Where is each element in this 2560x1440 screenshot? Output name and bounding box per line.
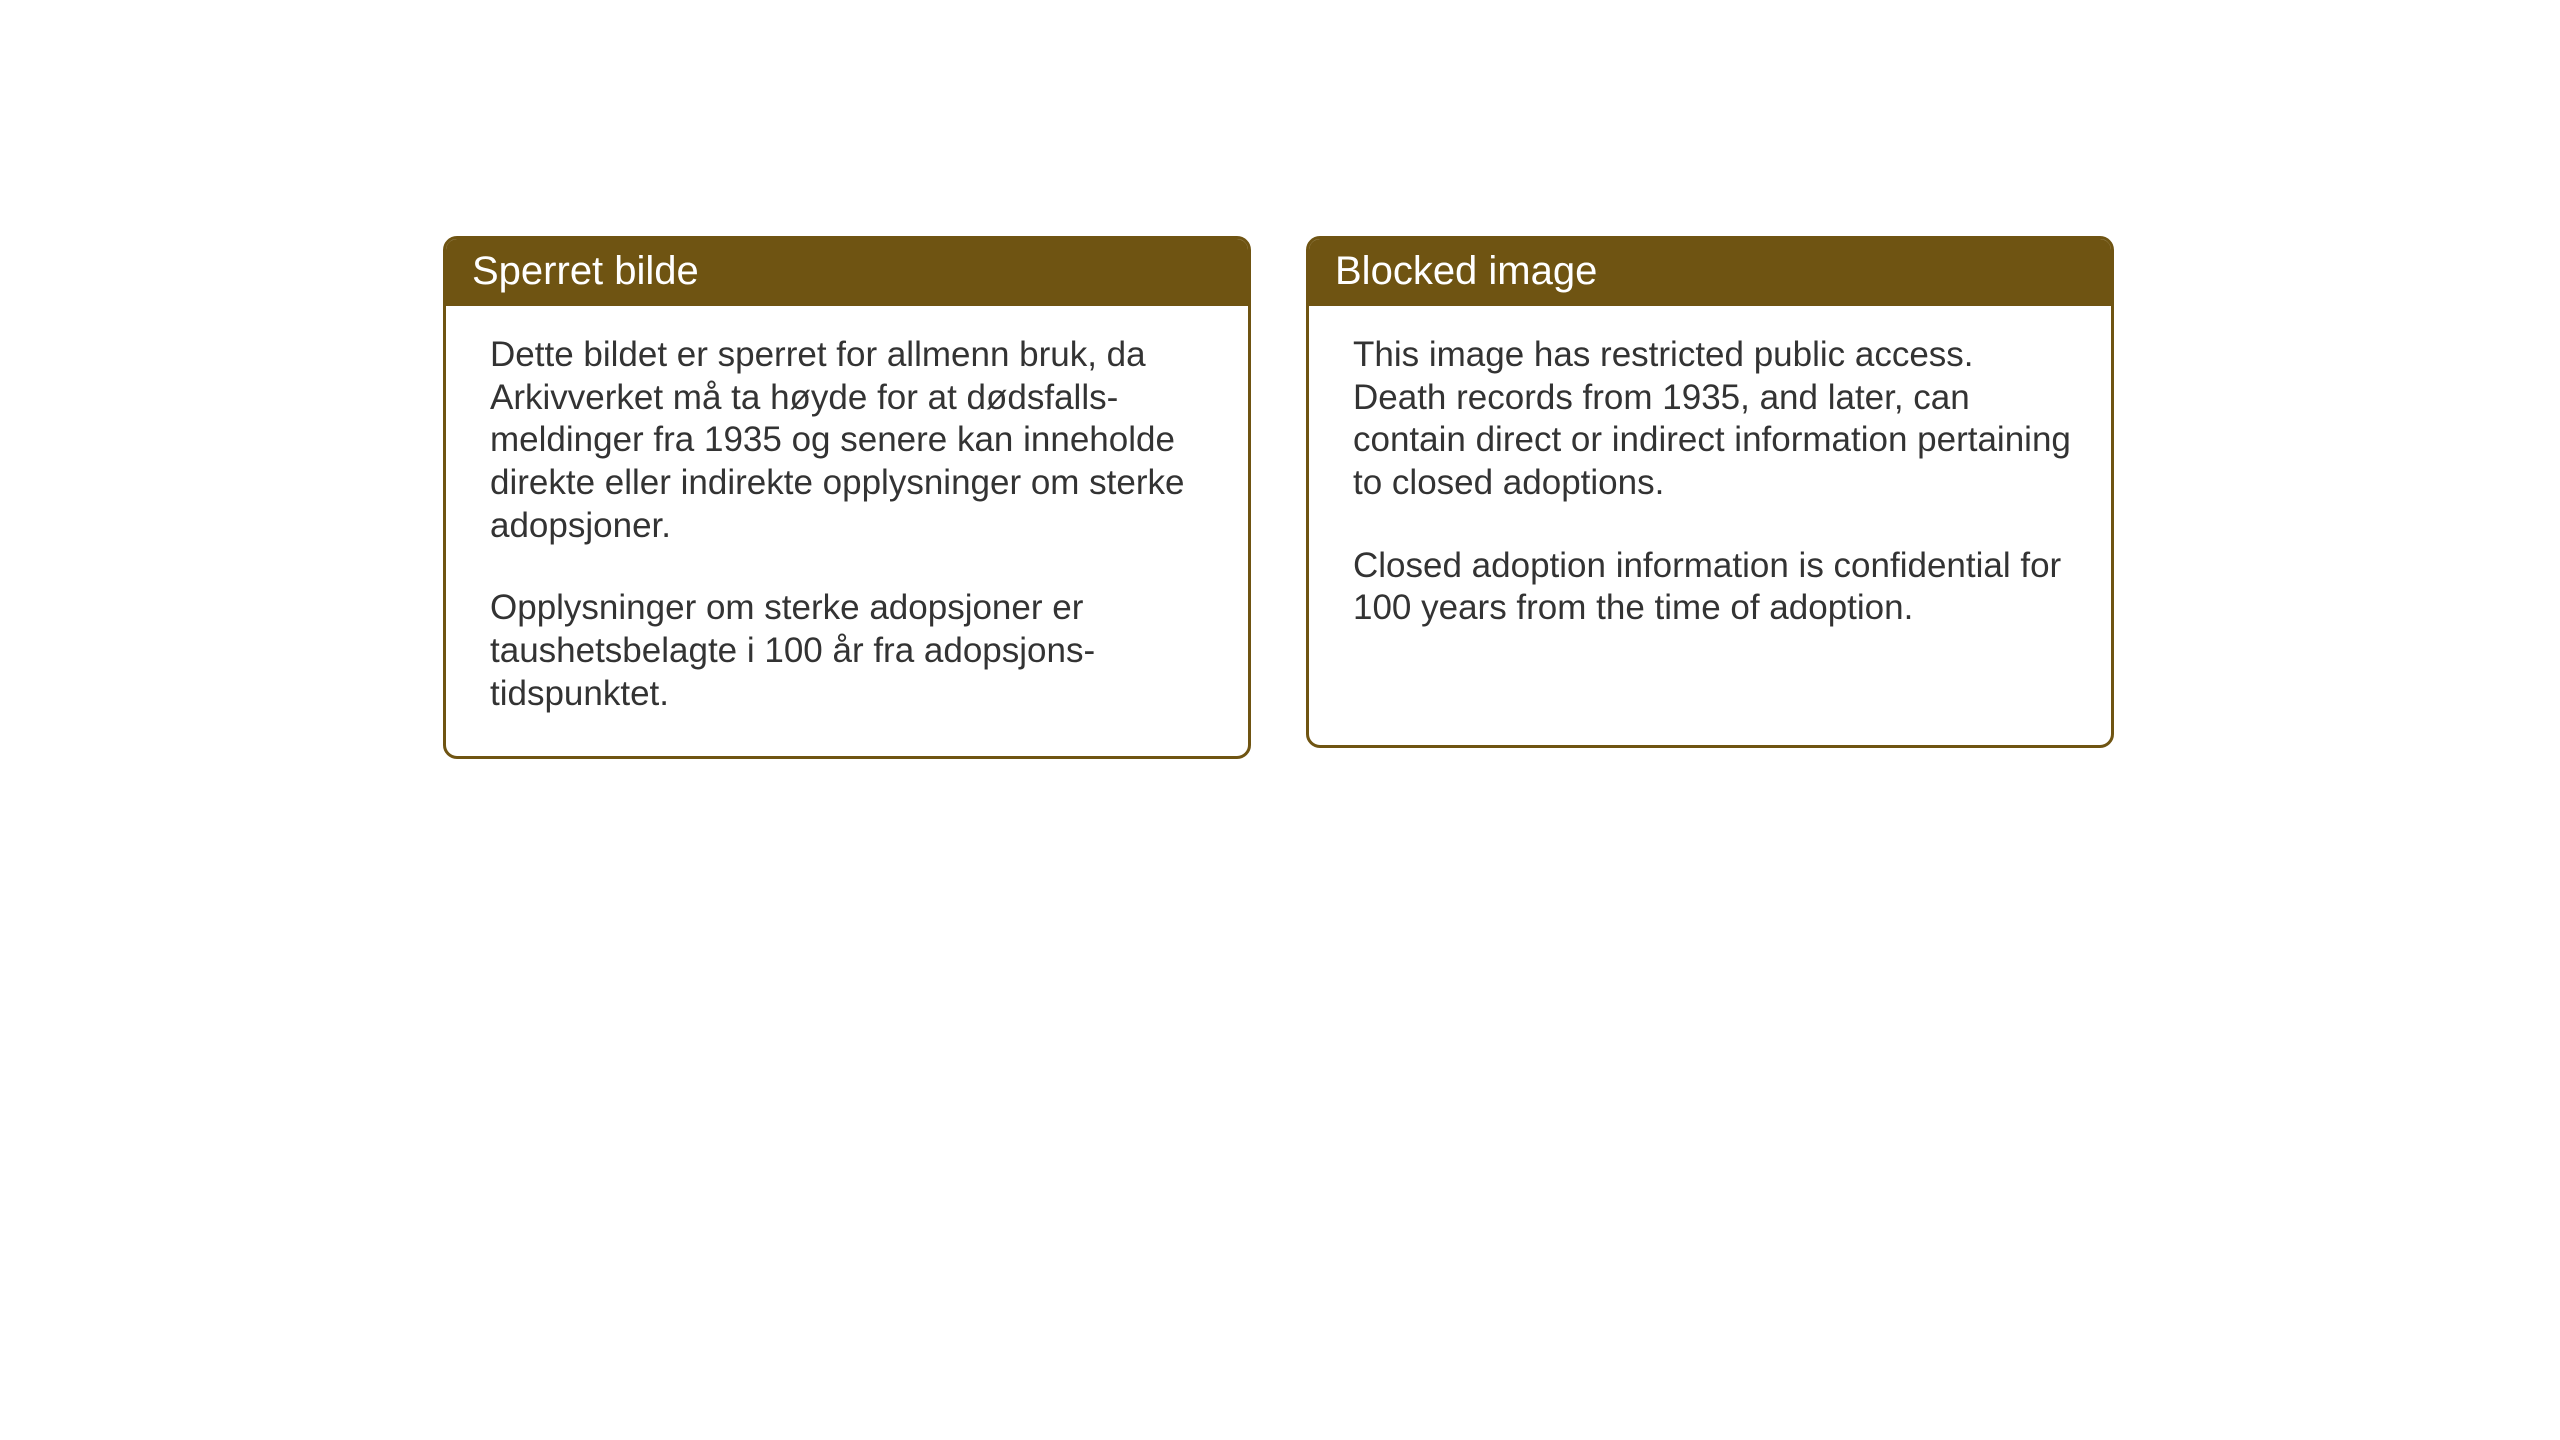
card-header-norwegian: Sperret bilde [446,239,1248,306]
paragraph-1-norwegian: Dette bildet er sperret for allmenn bruk… [490,334,1208,547]
card-header-english: Blocked image [1309,239,2111,306]
paragraph-2-norwegian: Opplysninger om sterke adopsjoner er tau… [490,587,1208,715]
notice-card-norwegian: Sperret bilde Dette bildet er sperret fo… [443,236,1251,759]
card-title-norwegian: Sperret bilde [472,249,699,293]
card-body-english: This image has restricted public access.… [1309,306,2111,670]
paragraph-1-english: This image has restricted public access.… [1353,334,2071,505]
card-body-norwegian: Dette bildet er sperret for allmenn bruk… [446,306,1248,756]
card-title-english: Blocked image [1335,249,1597,293]
notice-card-english: Blocked image This image has restricted … [1306,236,2114,748]
notice-container: Sperret bilde Dette bildet er sperret fo… [443,236,2114,759]
paragraph-2-english: Closed adoption information is confident… [1353,545,2071,630]
